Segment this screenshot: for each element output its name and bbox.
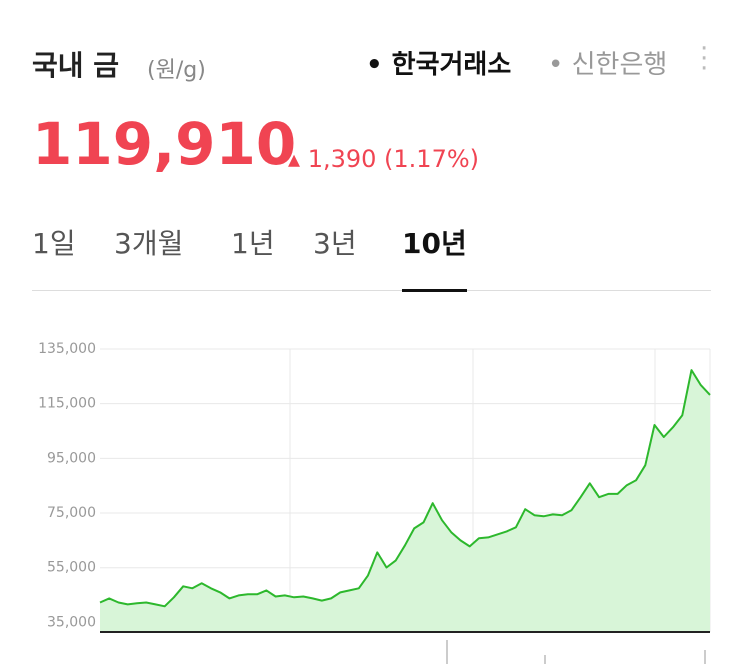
change-value: 1,390 <box>307 145 377 173</box>
period-tab[interactable]: 3개월 <box>114 227 184 260</box>
y-tick-label: 55,000 <box>47 560 96 576</box>
active-tab-underline <box>402 289 467 292</box>
source-label: 신한은행 <box>571 50 668 80</box>
source-tab[interactable]: • 한국거래소 <box>366 50 512 80</box>
y-tick-label: 35,000 <box>47 614 96 630</box>
period-tab[interactable]: 3년 <box>313 227 357 260</box>
y-tick-label: 95,000 <box>47 450 96 466</box>
y-tick-label: 75,000 <box>47 505 96 521</box>
title: 국내 금 <box>32 49 120 82</box>
period-tab[interactable]: 1년 <box>231 227 275 260</box>
price-change: ▴ 1,390 (1.17%) <box>288 145 480 173</box>
menu-button[interactable]: · · · <box>700 34 709 84</box>
unit: (원/g) <box>147 58 206 83</box>
change-pct: (1.17%) <box>384 145 480 173</box>
source-tab[interactable]: • 신한은행 <box>548 50 668 80</box>
source-label: 한국거래소 <box>391 50 512 80</box>
divider <box>32 290 711 291</box>
area <box>100 370 710 632</box>
price-line <box>99 369 711 608</box>
period-tab[interactable]: 10년 <box>402 227 467 260</box>
period-tab[interactable]: 1일 <box>32 227 76 260</box>
y-tick-label: 115,000 <box>38 396 96 412</box>
y-tick-label: 135,000 <box>38 341 96 357</box>
price: 119,910 <box>32 110 297 178</box>
